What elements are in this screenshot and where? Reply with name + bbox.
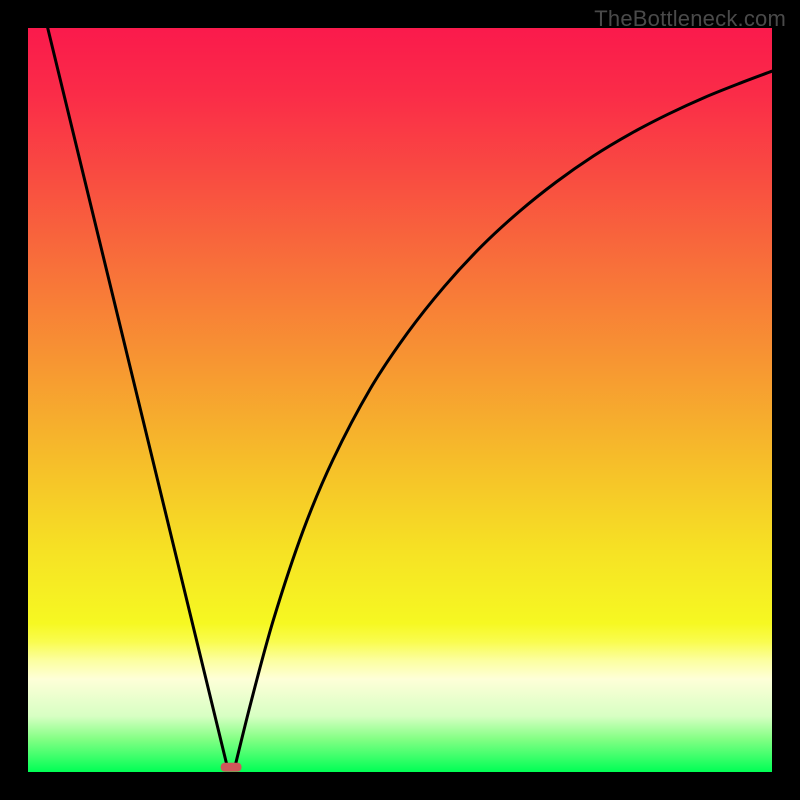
chart-svg: [28, 28, 772, 772]
marker-group: [221, 763, 242, 772]
chart-canvas: TheBottleneck.com: [0, 0, 800, 800]
bottleneck-marker: [221, 763, 242, 772]
plot-area: [28, 28, 772, 772]
